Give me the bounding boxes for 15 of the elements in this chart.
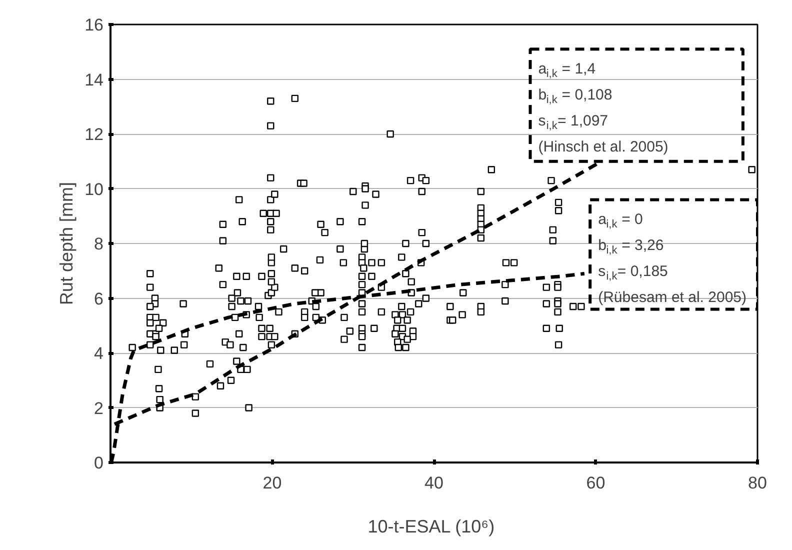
x-tick-label: 60 [586, 474, 606, 492]
x-tick-label: 40 [424, 474, 444, 492]
y-tick-label: 0 [94, 454, 104, 472]
y-tick-label: 16 [84, 16, 104, 34]
x-tick-label: 20 [262, 474, 282, 492]
y-tick-label: 8 [94, 234, 104, 254]
y-tick-label: 2 [94, 398, 104, 418]
y-axis-title: Rut depth [mm] [56, 182, 77, 306]
y-tick-label: 14 [84, 70, 104, 90]
y-tick-label: 4 [94, 344, 104, 363]
x-axis-title: 10-t-ESAL (10⁶) [368, 516, 495, 536]
y-tick-label: 12 [84, 125, 104, 144]
y-tick-label: 10 [84, 180, 104, 199]
y-tick-label: 6 [94, 289, 104, 308]
x-tick-label: 80 [748, 474, 767, 492]
